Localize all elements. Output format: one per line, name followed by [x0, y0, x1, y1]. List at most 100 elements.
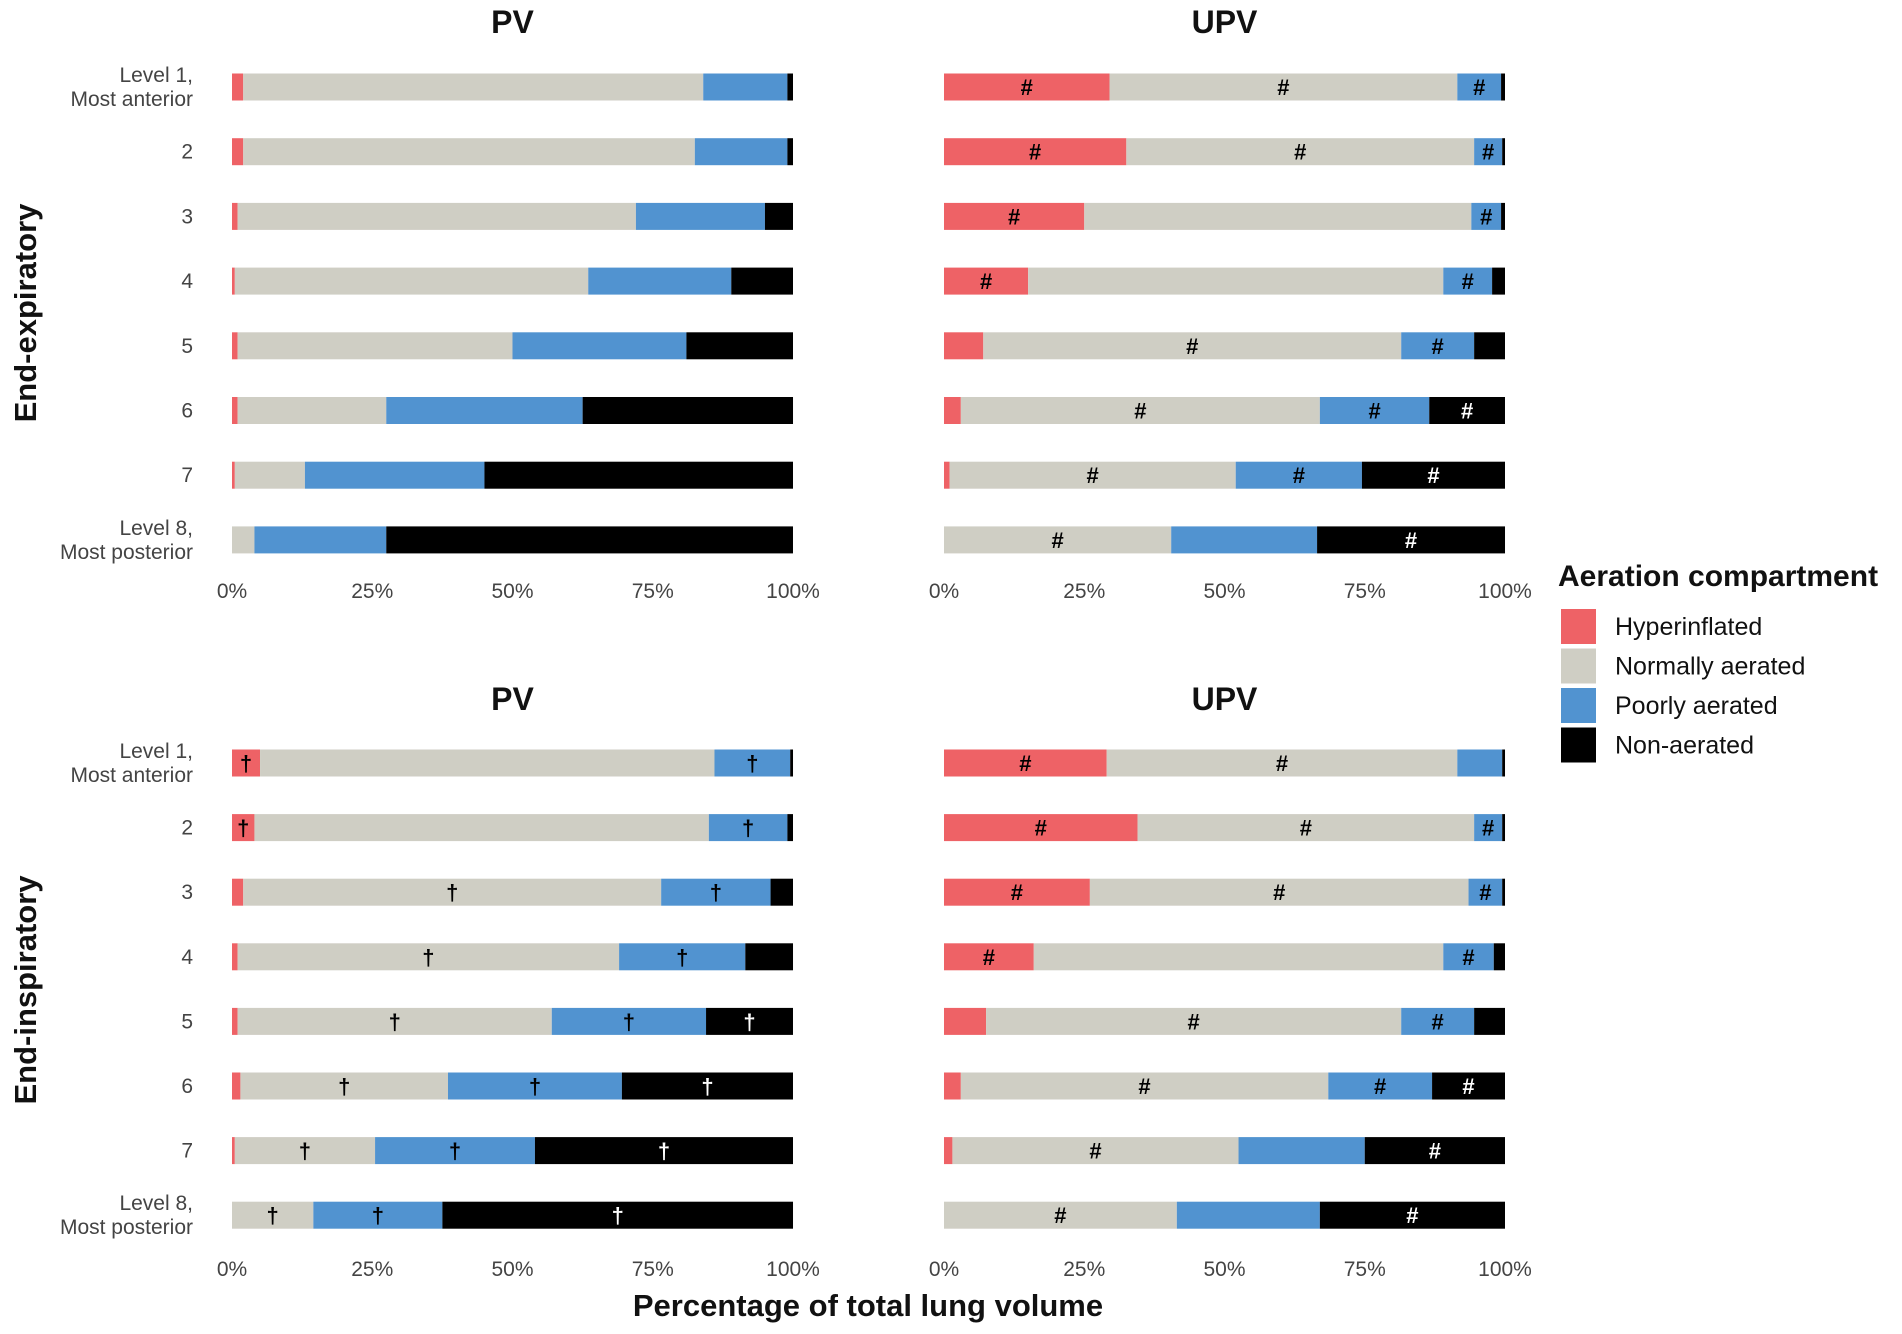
bar-level-7: # # — [944, 1137, 1505, 1165]
x-tick-label: 0% — [217, 1258, 247, 1281]
level-label: 6 — [181, 400, 193, 423]
x-tick-label: 25% — [1063, 1258, 1105, 1281]
bar-segment-normally-aerated — [1033, 943, 1444, 971]
bar-level-5: † † † — [232, 1007, 793, 1035]
bar-segment-normally-aerated — [1126, 138, 1475, 166]
bar-level-8: † † † — [232, 1201, 794, 1229]
bar-segment-hyperinflated — [232, 332, 238, 360]
legend-item-non-aerated: Non-aerated — [1561, 727, 1754, 763]
bar-level-3: † † — [232, 878, 793, 906]
bar-segment-normally-aerated — [1028, 267, 1444, 295]
bar-level-2: † † — [232, 814, 793, 842]
bar-segment-non-aerated — [386, 526, 793, 554]
bar-segment-normally-aerated — [960, 1072, 1329, 1100]
significance-mark: # — [1461, 399, 1473, 424]
bar-level-1: † † — [232, 749, 794, 777]
bar-segment-non-aerated — [764, 202, 793, 230]
bar-segment-poorly-aerated — [1401, 1007, 1475, 1035]
bar-segment-hyperinflated — [232, 814, 255, 842]
bar-segment-normally-aerated — [237, 332, 513, 360]
significance-mark: # — [1277, 75, 1289, 100]
level-label: Level 8, Most posterior — [60, 517, 193, 564]
bar-segment-normally-aerated — [944, 1201, 1177, 1229]
significance-mark: # — [1138, 1074, 1150, 1099]
significance-mark: † — [701, 1074, 713, 1099]
x-tick-label: 25% — [1063, 580, 1105, 603]
bar-level-2: # # # — [944, 814, 1506, 842]
legend-swatch — [1561, 727, 1596, 763]
bar-level-6: † † † — [232, 1072, 793, 1100]
bar-segment-normally-aerated — [986, 1007, 1402, 1035]
x-tick-label: 25% — [351, 1258, 393, 1281]
bar-segment-normally-aerated — [232, 1201, 314, 1229]
bar-level-2: # # # — [944, 138, 1506, 166]
significance-mark: # — [1462, 1074, 1474, 1099]
bar-segment-poorly-aerated — [1401, 332, 1475, 360]
significance-mark: # — [1480, 204, 1492, 229]
bar-segment-normally-aerated — [234, 1137, 376, 1165]
bar-segment-hyperinflated — [232, 202, 238, 230]
significance-mark: # — [1473, 75, 1485, 100]
significance-mark: # — [980, 269, 992, 294]
bar-segment-hyperinflated — [232, 1007, 238, 1035]
level-label: 3 — [181, 205, 193, 228]
bar-segment-normally-aerated — [254, 814, 709, 842]
bar-segment-poorly-aerated — [304, 461, 485, 489]
level-label: 3 — [181, 881, 193, 904]
bar-segment-poorly-aerated — [447, 1072, 622, 1100]
significance-mark: # — [1293, 463, 1305, 488]
bar-level-8: # # — [944, 1201, 1505, 1229]
level-label: 4 — [181, 946, 193, 969]
x-tick-label: 100% — [766, 1258, 820, 1281]
x-tick-label: 25% — [351, 580, 393, 603]
bar-segment-normally-aerated — [260, 749, 715, 777]
legend-item-hyperinflated: Hyperinflated — [1561, 609, 1762, 644]
bar-level-5 — [232, 332, 793, 360]
bar-segment-hyperinflated — [944, 1007, 987, 1035]
bar-segment-poorly-aerated — [661, 878, 771, 906]
bar-level-7: # # # — [944, 461, 1505, 489]
bar-level-5: # # — [944, 332, 1505, 360]
bar-segment-hyperinflated — [944, 461, 950, 489]
bar-level-2 — [232, 138, 793, 166]
bar-segment-non-aerated — [745, 943, 794, 971]
bar-segment-non-aerated — [442, 1201, 794, 1229]
significance-mark: † — [658, 1139, 670, 1164]
significance-mark: # — [1479, 880, 1491, 905]
bar-segment-non-aerated — [1492, 267, 1505, 295]
bar-segment-normally-aerated — [243, 138, 695, 166]
bar-segment-hyperinflated — [944, 73, 1110, 101]
bar-level-4: † † — [232, 943, 794, 971]
bar-segment-poorly-aerated — [1457, 73, 1502, 101]
significance-mark: † — [389, 1009, 401, 1034]
bar-segment-normally-aerated — [944, 526, 1172, 554]
bar-level-4: # # — [944, 267, 1505, 295]
level-label: Level 8, Most posterior — [60, 1192, 193, 1239]
panel-end-inspiratory-upv: UPV# ## # ## # ## ## ## # ## ## #0% 25% 50% 75% 100% — [929, 681, 1532, 1281]
bar-segment-hyperinflated — [232, 267, 235, 295]
significance-mark: # — [1374, 1074, 1386, 1099]
bar-segment-poorly-aerated — [551, 1007, 707, 1035]
x-tick-label: 100% — [766, 580, 820, 603]
panel-title: UPV — [1192, 681, 1258, 717]
significance-mark: † — [746, 751, 758, 776]
significance-mark: # — [1427, 463, 1439, 488]
legend-label: Non-aerated — [1615, 732, 1754, 760]
bar-segment-poorly-aerated — [1328, 1072, 1433, 1100]
bar-segment-non-aerated — [1317, 526, 1506, 554]
significance-mark: # — [1134, 399, 1146, 424]
significance-mark: † — [422, 945, 434, 970]
bar-segment-poorly-aerated — [708, 814, 788, 842]
bar-segment-non-aerated — [1502, 814, 1506, 842]
significance-mark: # — [1482, 140, 1494, 165]
bar-level-4: # # — [944, 943, 1505, 971]
bar-segment-hyperinflated — [944, 814, 1138, 842]
level-label: 7 — [181, 464, 193, 487]
panel-end-expiratory-pv: PV Level 1, Most anterior 2 3 4 5 6 7 Level 8, Mos… — [60, 4, 820, 603]
significance-mark: # — [1054, 1203, 1066, 1228]
x-tick-label: 50% — [1203, 1258, 1245, 1281]
significance-mark: † — [449, 1139, 461, 1164]
x-tick-label: 75% — [1344, 1258, 1386, 1281]
significance-mark: # — [1087, 463, 1099, 488]
significance-mark: † — [710, 880, 722, 905]
